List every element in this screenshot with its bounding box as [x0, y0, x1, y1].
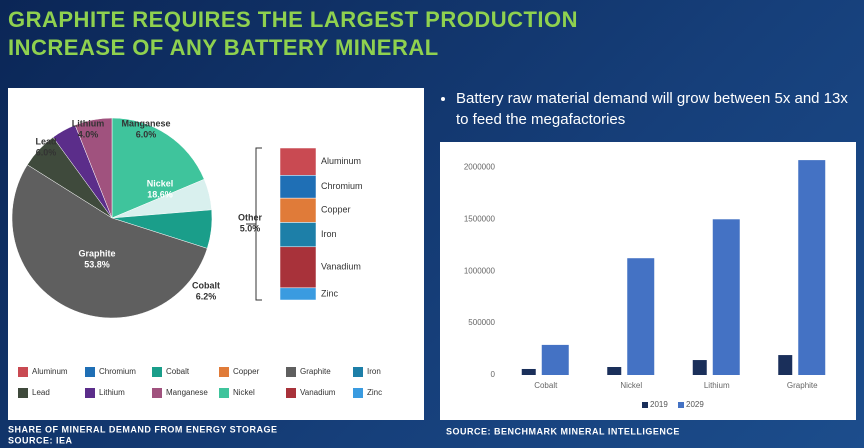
- bar: [607, 367, 622, 375]
- breakdown-segment: [279, 246, 317, 289]
- breakdown-segment: [279, 175, 317, 199]
- y-tick-label: 500000: [468, 318, 495, 327]
- breakdown-label: Zinc: [321, 288, 339, 298]
- breakdown-label: Vanadium: [321, 262, 361, 272]
- slice-label: Other: [238, 212, 263, 222]
- legend-label: Zinc: [367, 388, 382, 397]
- slice-label: Manganese: [121, 118, 170, 128]
- slice-value: 53.8%: [84, 259, 110, 269]
- legend-label: 2029: [686, 400, 704, 409]
- slice-value: 4.0%: [78, 129, 99, 139]
- legend-label: Vanadium: [300, 388, 336, 397]
- slice-value: 6.0%: [36, 147, 57, 157]
- legend-label: Lead: [32, 388, 50, 397]
- bar: [712, 219, 740, 375]
- bar: [798, 160, 826, 375]
- legend-swatch: [219, 367, 229, 377]
- breakdown-label: Copper: [321, 205, 351, 215]
- y-tick-label: 2000000: [464, 162, 496, 171]
- slice-label: Nickel: [147, 178, 174, 188]
- legend-label: Aluminum: [32, 367, 68, 376]
- y-tick-label: 1000000: [464, 266, 496, 275]
- legend-swatch: [353, 367, 363, 377]
- bar: [541, 344, 569, 375]
- slice-label: Cobalt: [192, 280, 220, 290]
- legend-label: Lithium: [99, 388, 125, 397]
- legend-swatch: [18, 388, 28, 398]
- legend-label: Chromium: [99, 367, 136, 376]
- breakdown-label: Aluminum: [321, 156, 361, 166]
- legend-label: Manganese: [166, 388, 208, 397]
- bar: [521, 368, 536, 375]
- slice-label: Lithium: [72, 118, 105, 128]
- legend-swatch: [85, 388, 95, 398]
- legend-swatch: [286, 367, 296, 377]
- legend-label: Graphite: [300, 367, 331, 376]
- legend-label: Copper: [233, 367, 260, 376]
- legend-label: Iron: [367, 367, 381, 376]
- x-tick-label: Cobalt: [534, 381, 558, 390]
- legend-swatch: [152, 388, 162, 398]
- legend-swatch: [152, 367, 162, 377]
- slice-value: 6.0%: [136, 129, 157, 139]
- breakdown-segment: [279, 287, 317, 301]
- legend-label: Cobalt: [166, 367, 190, 376]
- breakdown-segment: [279, 197, 317, 223]
- pie-slice: [11, 164, 208, 319]
- x-tick-label: Nickel: [620, 381, 642, 390]
- pie-slice: [74, 117, 113, 219]
- source: SOURCE: BENCHMARK MINERAL INTELLIGENCE: [446, 426, 680, 436]
- y-tick-label: 0: [491, 370, 496, 379]
- bullet-list: Battery raw material demand will grow be…: [440, 88, 856, 130]
- breakdown-segment: [279, 147, 317, 176]
- bar: [778, 355, 793, 375]
- slice-value: 5.0%: [240, 223, 261, 233]
- legend-swatch: [85, 367, 95, 377]
- y-tick-label: 1500000: [464, 214, 496, 223]
- legend-swatch: [219, 388, 229, 398]
- legend-swatch: [353, 388, 363, 398]
- breakdown-segment: [279, 222, 317, 248]
- bullet: Battery raw material demand will grow be…: [456, 88, 856, 130]
- legend-swatch: [286, 388, 296, 398]
- legend-swatch: [678, 402, 684, 408]
- source: SOURCE: IEA: [8, 435, 73, 445]
- slice-label: Lead: [35, 136, 56, 146]
- slice-value: 6.2%: [196, 291, 217, 301]
- x-tick-label: Lithium: [704, 381, 730, 390]
- bar: [692, 360, 707, 375]
- pie-slice: [111, 117, 205, 219]
- bracket: [246, 147, 262, 301]
- slice-label: Graphite: [78, 248, 115, 258]
- caption: SHARE OF MINERAL DEMAND FROM ENERGY STOR…: [8, 424, 278, 434]
- x-tick-label: Graphite: [787, 381, 818, 390]
- legend-label: 2019: [650, 400, 668, 409]
- breakdown-label: Chromium: [321, 181, 363, 191]
- legend-swatch: [642, 402, 648, 408]
- legend-label: Nickel: [233, 388, 255, 397]
- slide-title: GRAPHITE REQUIRES THE LARGEST PRODUCTION…: [8, 7, 579, 60]
- legend-swatch: [18, 367, 28, 377]
- breakdown-label: Iron: [321, 229, 337, 239]
- bar: [627, 258, 655, 375]
- slice-value: 18.6%: [147, 189, 173, 199]
